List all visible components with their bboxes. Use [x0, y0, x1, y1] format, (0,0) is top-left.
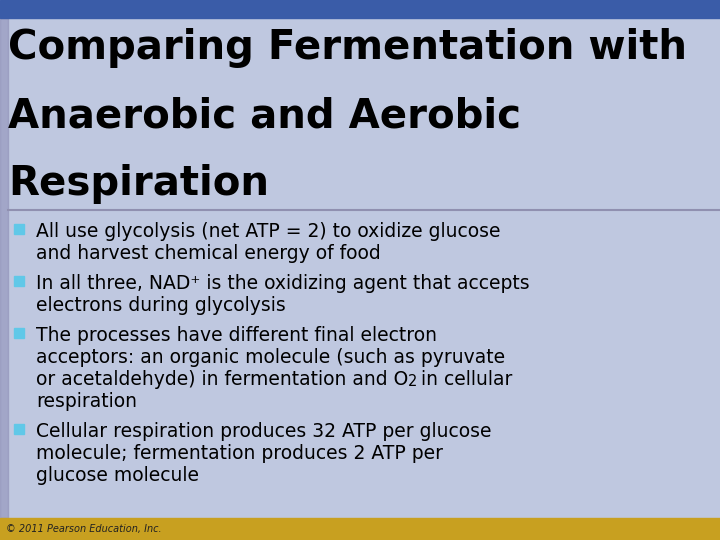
Bar [0, 18, 8, 518]
Text: in cellular: in cellular [415, 370, 513, 389]
Text: or acetaldehyde) in fermentation and O: or acetaldehyde) in fermentation and O [36, 370, 408, 389]
Text: Anaerobic and Aerobic: Anaerobic and Aerobic [8, 96, 521, 136]
Text: respiration: respiration [36, 392, 137, 411]
Text: electrons during glycolysis: electrons during glycolysis [36, 296, 286, 315]
Text: and harvest chemical energy of food: and harvest chemical energy of food [36, 244, 381, 263]
Text: In all three, NAD⁺ is the oxidizing agent that accepts: In all three, NAD⁺ is the oxidizing agen… [36, 274, 530, 293]
Text: molecule; fermentation produces 2 ATP per: molecule; fermentation produces 2 ATP pe… [36, 444, 443, 463]
Text: Comparing Fermentation with: Comparing Fermentation with [8, 28, 687, 68]
Bar [14, 224, 24, 234]
Text: Cellular respiration produces 32 ATP per glucose: Cellular respiration produces 32 ATP per… [36, 422, 492, 441]
Bar [14, 424, 24, 434]
Bar [0, 518, 720, 540]
Text: glucose molecule: glucose molecule [36, 466, 199, 485]
Bar [14, 276, 24, 286]
Text: Respiration: Respiration [8, 164, 269, 204]
Text: All use glycolysis (net ATP = 2) to oxidize glucose: All use glycolysis (net ATP = 2) to oxid… [36, 222, 500, 241]
Bar [14, 328, 24, 338]
Text: 2: 2 [408, 374, 418, 389]
Text: © 2011 Pearson Education, Inc.: © 2011 Pearson Education, Inc. [6, 524, 161, 534]
Text: The processes have different final electron: The processes have different final elect… [36, 326, 437, 345]
Text: acceptors: an organic molecule (such as pyruvate: acceptors: an organic molecule (such as … [36, 348, 505, 367]
Bar [0, 0, 720, 18]
